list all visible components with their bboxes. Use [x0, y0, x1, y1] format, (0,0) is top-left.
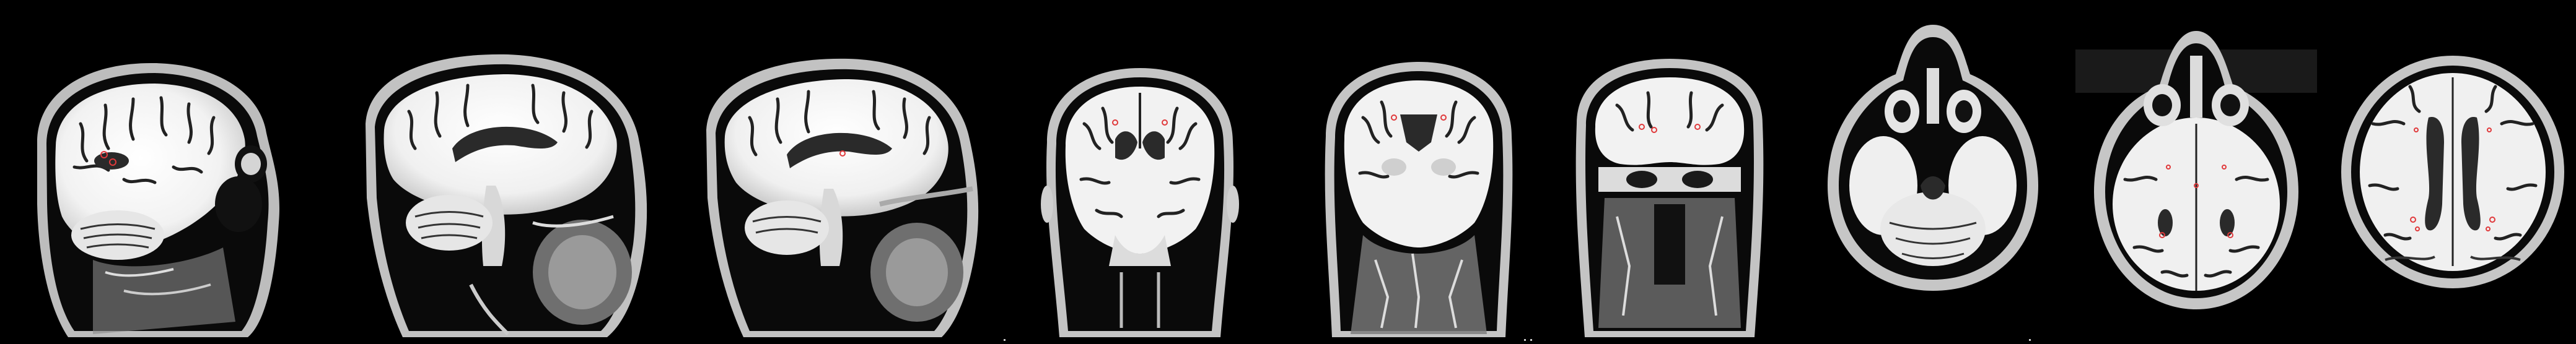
axial-slice-1 [1828, 25, 2038, 291]
marker-dot [1004, 339, 1005, 341]
sagittal-slice-3 [706, 58, 979, 337]
coronal-slice-1 [1041, 68, 1239, 337]
marker-dot [1530, 339, 1532, 341]
marker-dot [1524, 339, 1526, 341]
axial-view-1 [1809, 0, 2057, 344]
coronal-slice-3 [1575, 59, 1764, 337]
sagittal-slice-1 [37, 62, 279, 338]
sagittal-view-3 [694, 0, 1004, 344]
sagittal-view-1 [0, 0, 322, 344]
axial-view-2 [2075, 0, 2317, 344]
axial-slice-2 [2075, 31, 2317, 309]
axial-slice-3 [2341, 56, 2564, 288]
coronal-view-3 [1561, 0, 1778, 344]
sagittal-view-2 [347, 0, 669, 344]
sagittal-slice-2 [366, 54, 647, 338]
axial-view-3 [2329, 0, 2576, 344]
coronal-slice-2 [1325, 62, 1513, 337]
marker-dot [2029, 339, 2031, 341]
coronal-view-1 [1022, 0, 1258, 344]
coronal-view-2 [1301, 0, 1536, 344]
